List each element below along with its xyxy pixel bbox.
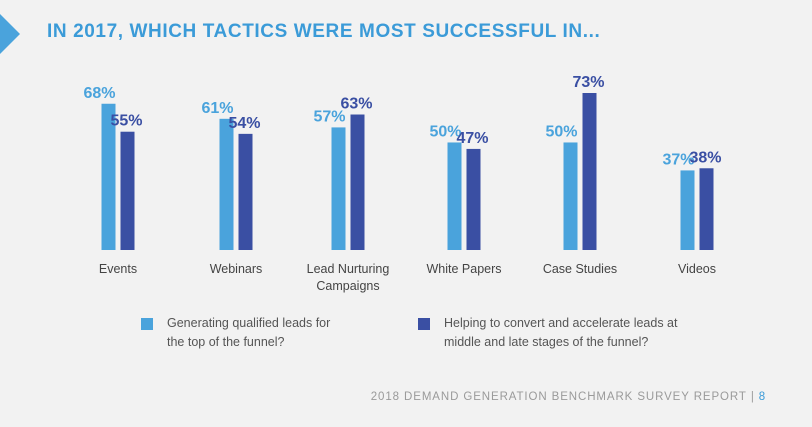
data-label: 54% — [228, 115, 260, 132]
page-number: 8 — [758, 391, 766, 403]
category-label: Case Studies — [543, 262, 617, 276]
data-label: 68% — [83, 85, 115, 102]
bar-series-1 — [331, 127, 346, 250]
bar-series-2 — [699, 168, 714, 250]
page-footer: 2018 DEMAND GENERATION BENCHMARK SURVEY … — [371, 391, 766, 403]
data-label: 50% — [429, 123, 461, 140]
bar-chart: 68% 55% Events 61%54% Webinars 57%63% Lead Nur… — [83, 74, 721, 293]
footer-report-title: 2018 DEMAND GENERATION BENCHMARK SURVEY … — [370, 391, 747, 403]
category-label: Videos — [678, 262, 716, 276]
bar-series-2 — [120, 131, 135, 250]
legend-label-line: middle and late stages of the funnel? — [444, 335, 649, 349]
data-label: 38% — [689, 149, 721, 166]
bar-series-2 — [466, 148, 481, 250]
data-label: 73% — [572, 74, 604, 91]
data-label: 63% — [340, 96, 372, 113]
legend-swatch-series-1 — [141, 318, 153, 330]
category-label: Events — [99, 262, 137, 276]
data-label: 55% — [110, 113, 142, 130]
legend-label-series-1: Generating qualified leads for the top o… — [167, 314, 467, 352]
data-label: 47% — [456, 130, 488, 147]
legend-swatch-series-2 — [418, 318, 430, 330]
bar-series-2 — [350, 114, 365, 250]
bar-series-2 — [238, 133, 253, 250]
legend-label-line: Generating qualified leads for — [167, 316, 331, 330]
category-label: White Papers — [426, 262, 501, 276]
bar-series-1 — [219, 118, 234, 250]
bar-series-1 — [563, 142, 578, 250]
data-label: 50% — [545, 123, 577, 140]
data-label: 57% — [313, 108, 345, 125]
bar-series-2 — [582, 93, 597, 250]
data-label: 61% — [201, 100, 233, 117]
footer-separator: | — [750, 391, 755, 403]
legend-label-line: the top of the funnel? — [167, 335, 285, 349]
legend-label-line: Helping to convert and accelerate leads … — [444, 316, 678, 330]
category-label: Webinars — [210, 262, 263, 276]
data-label: 37% — [662, 151, 694, 168]
page-title: IN 2017, WHICH TACTICS WERE MOST SUCCESS… — [47, 21, 601, 42]
legend-label-series-2: Helping to convert and accelerate leads … — [444, 314, 744, 352]
category-label: Lead Nurturing Campaigns — [307, 262, 390, 293]
bar-series-1 — [447, 142, 462, 250]
bar-series-1 — [101, 103, 116, 251]
bar-series-1 — [680, 170, 695, 250]
